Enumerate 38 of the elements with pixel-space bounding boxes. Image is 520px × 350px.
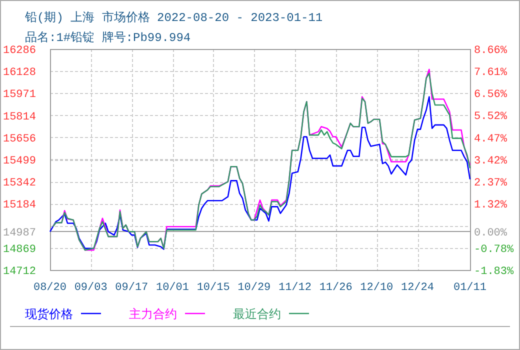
- x-tick-label: 11/26: [319, 282, 352, 294]
- x-tick-label: 12/10: [360, 282, 394, 294]
- y-tick-label: 15342: [2, 178, 36, 190]
- y2-tick-label: 1.32%: [474, 200, 508, 212]
- y-tick-label: 15971: [2, 89, 36, 102]
- x-tick-label: 01/11: [453, 282, 487, 294]
- y-tick-label: 14987: [2, 227, 36, 240]
- y-tick-label: 14869: [2, 244, 36, 256]
- legend-label: 现货价格: [25, 308, 73, 322]
- y2-tick-label: -1.83%: [474, 266, 514, 278]
- y2-tick-label: 8.66%: [474, 45, 508, 57]
- x-tick-label: 11/12: [278, 282, 312, 294]
- x-tick-label: 09/17: [115, 282, 148, 294]
- legend-label: 最近合约: [233, 308, 281, 322]
- y-tick-label: 16128: [2, 67, 36, 80]
- x-tick-label: 10/15: [196, 282, 230, 294]
- y2-tick-label: 5.52%: [474, 111, 508, 124]
- chart-subtitle: 品名:1#铅锭 牌号:Pb99.994: [25, 31, 191, 45]
- x-tick-label: 08/20: [33, 282, 67, 294]
- x-tick-label: 10/29: [238, 282, 271, 294]
- legend-label: 主力合约: [129, 307, 177, 322]
- chart-title: 铅(期) 上海 市场价格 2022-08-20 - 2023-01-11: [24, 10, 323, 25]
- y2-tick-label: 2.37%: [474, 178, 508, 190]
- x-tick-label: 10/01: [156, 282, 190, 294]
- y2-tick-label: -0.78%: [474, 244, 514, 256]
- y-tick-label: 15814: [2, 111, 36, 124]
- y-tick-label: 15184: [2, 200, 36, 212]
- y2-tick-label: 4.47%: [474, 133, 508, 146]
- y-tick-label: 14712: [2, 266, 36, 278]
- y2-tick-label: 7.61%: [474, 67, 508, 80]
- x-tick-label: 09/03: [74, 282, 108, 294]
- y2-tick-label: 3.42%: [474, 155, 508, 168]
- y-tick-label: 15656: [2, 133, 36, 146]
- y-tick-label: 16286: [2, 45, 36, 57]
- y-tick-label: 15499: [2, 156, 36, 168]
- x-tick-label: 12/24: [400, 282, 434, 294]
- y2-tick-label: 6.56%: [474, 89, 508, 102]
- y2-tick-label: 0.00%: [474, 227, 508, 240]
